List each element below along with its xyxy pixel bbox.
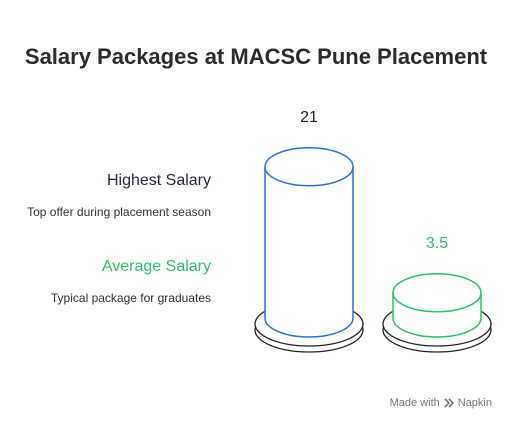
bar-0 bbox=[264, 166, 354, 338]
made-with-text: Made with bbox=[389, 397, 440, 409]
legend-desc-average: Typical package for graduates bbox=[50, 291, 211, 305]
napkin-brand: Napkin bbox=[457, 397, 492, 409]
bar-top-1 bbox=[392, 273, 482, 313]
legend-desc-highest: Top offer during placement season bbox=[27, 205, 211, 219]
napkin-icon bbox=[444, 398, 454, 408]
legend-title-average: Average Salary bbox=[101, 258, 211, 275]
chart-title: Salary Packages at MACSC Pune Placement bbox=[24, 44, 488, 69]
legend-title-highest: Highest Salary bbox=[106, 172, 211, 189]
bar-top-0 bbox=[264, 147, 354, 187]
data-label-0: 21 bbox=[300, 109, 318, 126]
footer: Made with Napkin bbox=[390, 397, 492, 409]
data-label-1: 3.5 bbox=[426, 235, 448, 252]
